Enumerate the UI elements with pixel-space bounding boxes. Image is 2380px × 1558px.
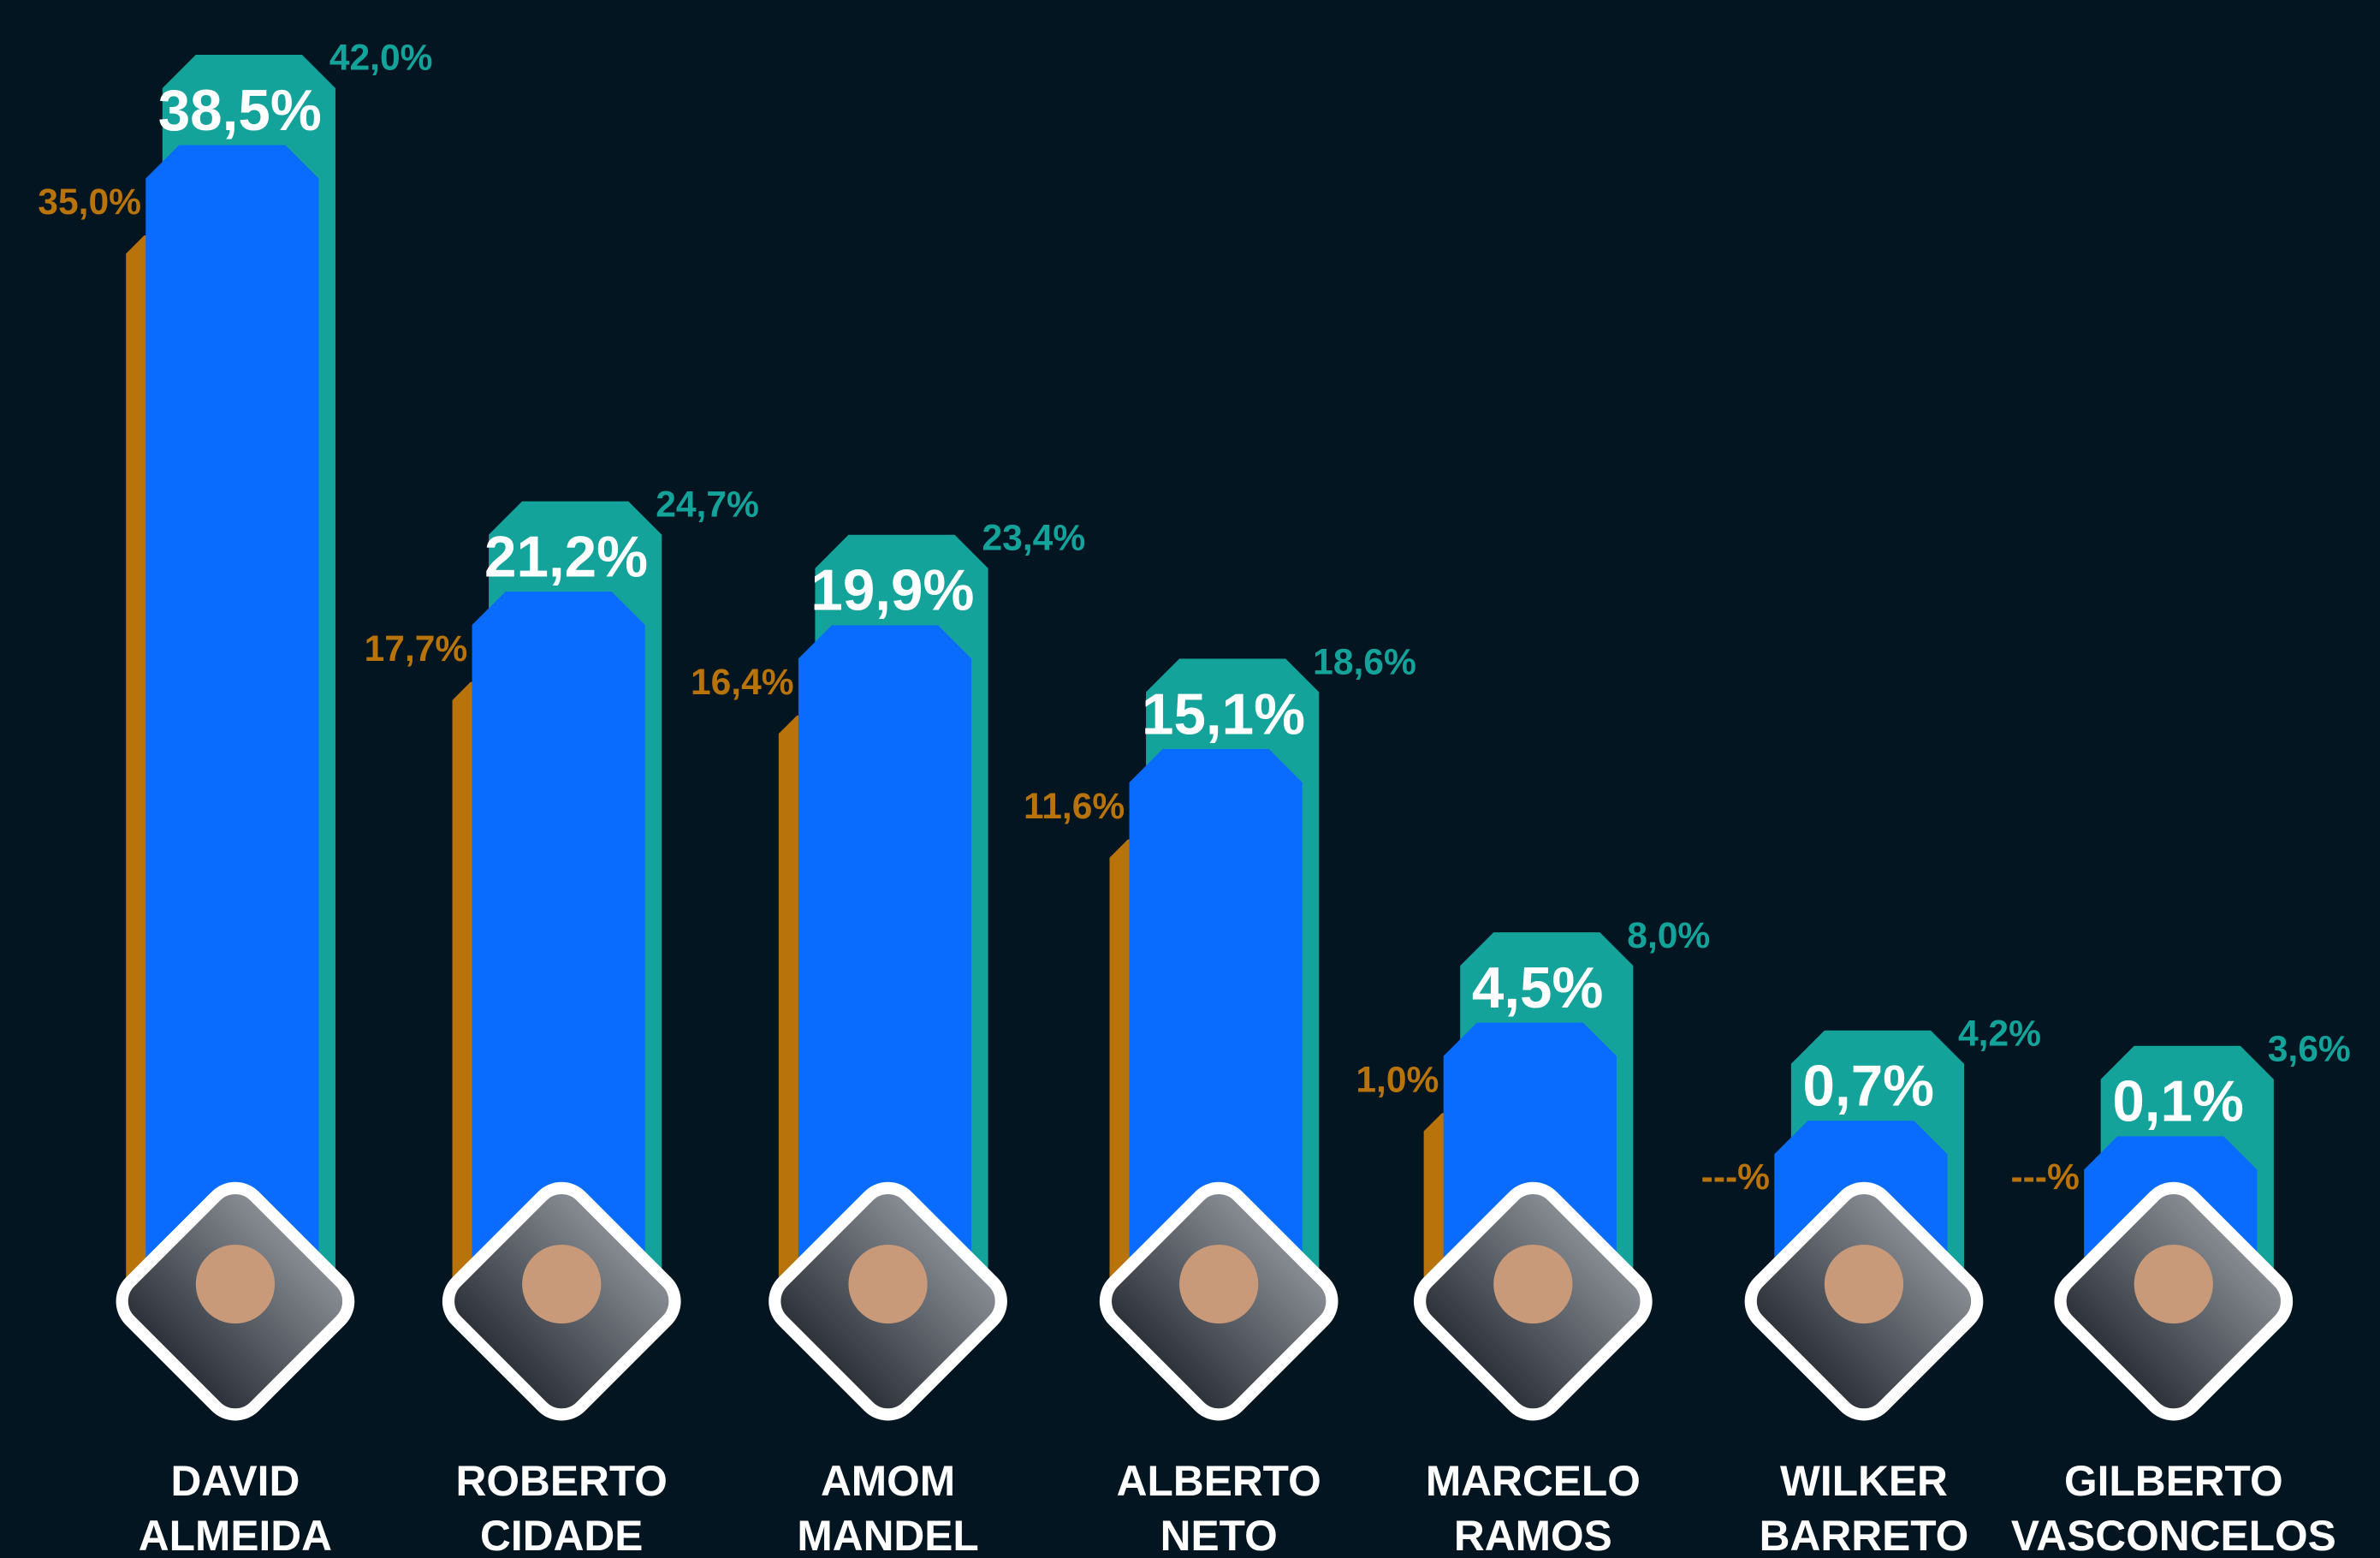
- high-value-label: 23,4%: [982, 518, 1086, 559]
- bar: [145, 146, 318, 1283]
- high-value-label: 18,6%: [1313, 641, 1416, 682]
- low-value-label: 16,4%: [691, 662, 794, 703]
- candidate-name: NETO: [1160, 1512, 1278, 1558]
- low-value-label: 35,0%: [38, 181, 141, 223]
- bar: [472, 592, 645, 1283]
- candidate-name: MANDEL: [797, 1512, 978, 1558]
- main-value-label: 38,5%: [158, 79, 322, 143]
- main-value-label: 4,5%: [1472, 956, 1604, 1020]
- candidate-name: GILBERTO: [2064, 1457, 2283, 1505]
- candidate-name: CIDADE: [480, 1512, 643, 1558]
- candidate-name: AMOM: [821, 1457, 955, 1505]
- low-value-label: 17,7%: [365, 628, 468, 669]
- high-value-label: 3,6%: [2268, 1029, 2351, 1070]
- chart: 35,0% 42,0%38,5% DAVID ALMEIDA 17,7% 24,7%21,…: [0, 0, 2380, 1558]
- candidate-name: DAVID: [171, 1457, 300, 1505]
- main-value-label: 19,9%: [810, 559, 974, 623]
- main-value-label: 0,7%: [1803, 1055, 1935, 1119]
- main-value-label: 0,1%: [2112, 1070, 2244, 1134]
- candidate-name: WILKER: [1780, 1457, 1948, 1505]
- candidate-name: VASCONCELOS: [2011, 1512, 2336, 1558]
- low-value-label: 11,6%: [1024, 786, 1125, 827]
- candidate-name: ALMEIDA: [139, 1512, 332, 1558]
- high-value-label: 4,2%: [1958, 1013, 2041, 1054]
- candidate-name: ALBERTO: [1117, 1457, 1321, 1505]
- low-value-label: ---%: [2010, 1157, 2079, 1198]
- candidate-name: ROBERTO: [456, 1457, 668, 1505]
- high-value-label: 24,7%: [656, 484, 759, 525]
- candidate-name: MARCELO: [1426, 1457, 1641, 1505]
- main-value-label: 21,2%: [484, 525, 648, 589]
- low-value-label: ---%: [1701, 1157, 1770, 1198]
- main-value-label: 15,1%: [1142, 682, 1305, 746]
- high-value-label: 42,0%: [329, 38, 433, 79]
- high-value-label: 8,0%: [1627, 915, 1710, 956]
- candidate-name: RAMOS: [1454, 1512, 1612, 1558]
- candidate-name: BARRETO: [1760, 1512, 1969, 1558]
- low-value-label: 1,0%: [1356, 1059, 1439, 1100]
